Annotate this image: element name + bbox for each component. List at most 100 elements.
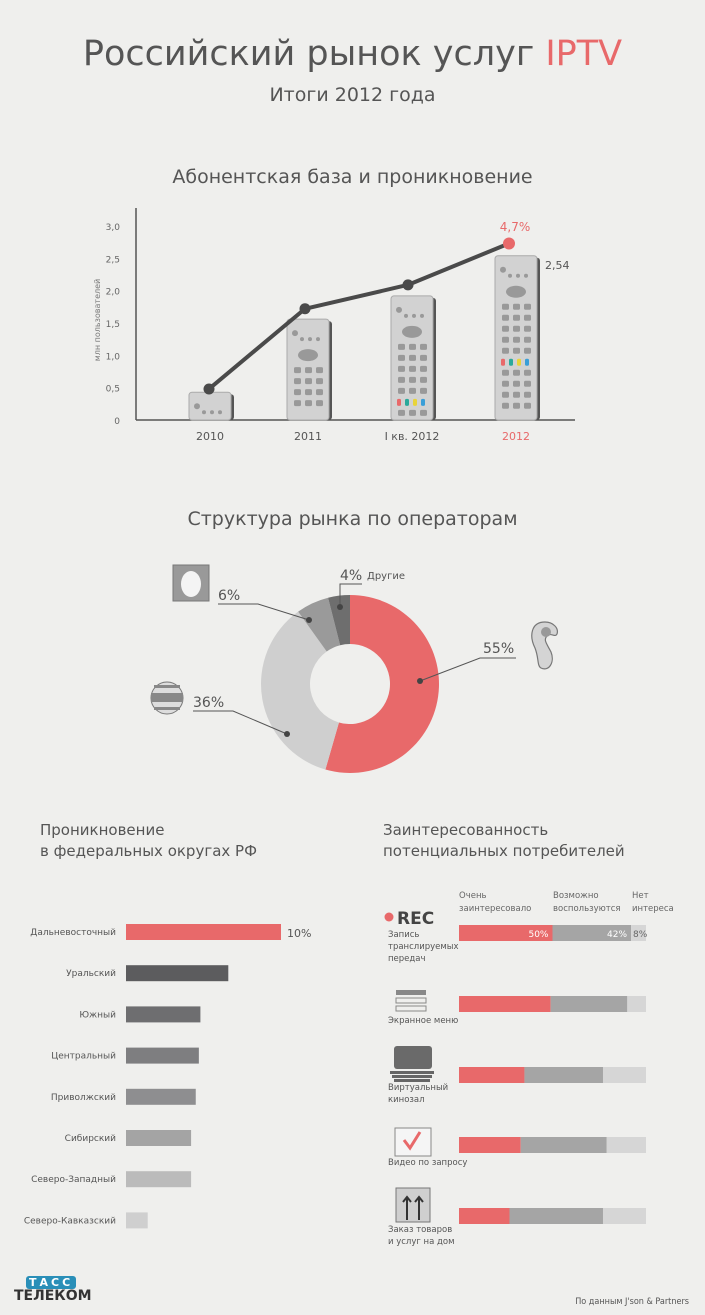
remote-button-icon: [513, 369, 520, 376]
region-bar: [126, 1047, 199, 1064]
stacked-bar-segment: [459, 925, 553, 941]
remote-button-icon: [513, 336, 520, 343]
cinema-seats: [390, 1071, 434, 1074]
remote-button-icon: [420, 313, 424, 318]
remote-button-icon: [398, 376, 405, 383]
stacked-bar-segment: [509, 1208, 603, 1224]
feature-label: и услуг на дом: [388, 1237, 455, 1247]
remote-dpad-icon: [298, 349, 318, 362]
cinema-seats: [394, 1079, 430, 1082]
stacked-bar-segment: [459, 1067, 525, 1083]
x-tick-label: 2010: [196, 430, 224, 443]
remote-button-icon: [305, 400, 312, 407]
remote-color-button-icon: [405, 398, 409, 406]
egg-logo-icon: [172, 564, 210, 602]
remote-button-icon: [513, 391, 520, 398]
legend-label: интереса: [632, 904, 674, 914]
remote-color-button-icon: [421, 398, 425, 406]
package-box: [395, 1187, 431, 1223]
remote-button-icon: [294, 400, 301, 407]
interest-chart-title: Заинтересованность потенциальных потреби…: [383, 820, 625, 862]
stacked-bar-segment: [550, 996, 628, 1012]
remote-button-icon: [409, 343, 416, 350]
remote-button-icon: [524, 391, 531, 398]
feature-label: кинозал: [388, 1095, 425, 1105]
rec-text: REC: [397, 909, 434, 929]
stacked-bar-segment: [459, 1208, 510, 1224]
y-axis-label: млн пользователей: [93, 279, 102, 361]
slice-label: 4%: [340, 568, 362, 584]
remote-button-icon: [502, 347, 509, 354]
stacked-bar-segment: [524, 1067, 603, 1083]
menu-line: [395, 997, 427, 1004]
remote-button-icon: [524, 347, 531, 354]
donut-slice: [261, 611, 339, 770]
y-tick-label: 2,0: [106, 288, 121, 298]
region-label: Южный: [79, 1010, 116, 1020]
stacked-bar-segment: [520, 1137, 607, 1153]
remote-button-icon: [300, 337, 304, 342]
remote-button-icon: [420, 343, 427, 350]
interest-title-line-1: Заинтересованность: [383, 821, 549, 839]
remote-button-icon: [513, 314, 520, 321]
remote-button-icon: [524, 380, 531, 387]
remote-button-icon: [194, 403, 200, 410]
donut-slice: [298, 597, 341, 652]
feature-label: транслируемых: [388, 942, 459, 952]
remote-button-icon: [210, 410, 214, 415]
remote-button-icon: [524, 303, 531, 310]
interest-title-line-2: потенциальных потребителей: [383, 842, 625, 860]
tass-telecom-logo: ТАСС ТЕЛЕКОМ: [14, 1276, 92, 1304]
remote-dpad-icon: [506, 285, 526, 298]
segment-value-label: 8%: [633, 930, 648, 940]
remote-button-icon: [524, 325, 531, 332]
page-subtitle: Итоги 2012 года: [269, 84, 436, 106]
remote-button-icon: [420, 387, 427, 394]
donut-slice: [328, 595, 350, 646]
rec-dot: [384, 912, 394, 922]
remote-button-icon: [316, 337, 320, 342]
penetration-point: [503, 237, 515, 250]
stacked-bar-segment: [606, 1137, 646, 1153]
remote-button-icon: [294, 367, 301, 374]
leader-line: [339, 583, 362, 607]
remote-button-icon: [502, 369, 509, 376]
remote-button-icon: [316, 378, 323, 385]
egg-shape: [181, 571, 201, 597]
remote-button-icon: [294, 389, 301, 396]
feature-label: Видео по запросу: [388, 1158, 467, 1168]
rostelecom-shape: [531, 621, 558, 670]
leader-dot: [417, 678, 423, 684]
stacked-bar-segment: [459, 1137, 521, 1153]
page-title: Российский рынок услуг IPTV: [0, 34, 705, 74]
remote-button-icon: [398, 365, 405, 372]
remote-button-icon: [420, 354, 427, 361]
remote-button-icon: [292, 330, 298, 337]
stripe: [154, 707, 180, 710]
x-tick-label: 2012: [502, 430, 530, 443]
feature-label: Экранное меню: [388, 1016, 458, 1026]
remote-button-icon: [502, 391, 509, 398]
remote-button-icon: [502, 325, 509, 332]
remote-button-icon: [305, 378, 312, 385]
leader-line: [419, 657, 516, 682]
leader-dot: [284, 731, 290, 737]
remote-button-icon: [412, 313, 416, 318]
region-label: Северо-Кавказский: [24, 1216, 116, 1226]
slice-label: 6%: [218, 588, 240, 604]
remote-button-icon: [513, 347, 520, 354]
remote-dpad-icon: [402, 325, 422, 338]
menu-line: [395, 1005, 427, 1012]
slice-label: 36%: [193, 695, 224, 711]
remote-button-icon: [202, 410, 206, 415]
cinema-seats: [392, 1075, 432, 1078]
remote-button-icon: [218, 410, 222, 415]
remote-button-icon: [502, 314, 509, 321]
leader-line: [193, 710, 288, 735]
page-title-accent: IPTV: [545, 34, 623, 74]
x-tick-label: I кв. 2012: [385, 430, 440, 443]
rostelecom-logo-icon: [531, 621, 558, 670]
y-tick-label: 0,5: [106, 385, 120, 395]
remote-color-button-icon: [509, 358, 513, 366]
